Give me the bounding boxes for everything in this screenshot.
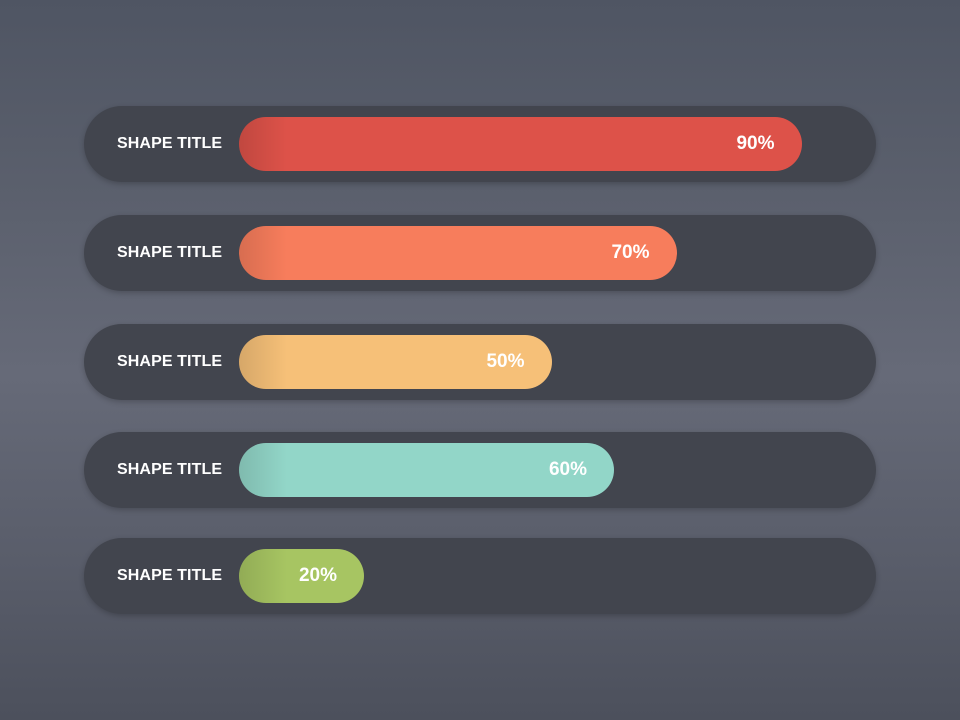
bar-row: SHAPE TITLE 20%	[84, 538, 876, 614]
bar-value-label: 50%	[486, 351, 525, 372]
category-label: SHAPE TITLE	[117, 135, 223, 152]
bar: 60%	[239, 443, 614, 497]
bar: 90%	[239, 117, 802, 171]
bar: 50%	[239, 335, 552, 389]
bar-value-label: 90%	[736, 133, 775, 154]
category-label: SHAPE TITLE	[117, 461, 223, 478]
bar-row: SHAPE TITLE 90%	[84, 106, 876, 182]
bar-row: SHAPE TITLE 70%	[84, 215, 876, 291]
bar: 70%	[239, 226, 677, 280]
category-label: SHAPE TITLE	[117, 353, 223, 370]
bar-value-label: 60%	[548, 459, 587, 480]
category-label: SHAPE TITLE	[117, 244, 223, 261]
bar-value-label: 20%	[298, 565, 337, 586]
category-label: SHAPE TITLE	[117, 567, 223, 584]
bar-row: SHAPE TITLE 60%	[84, 432, 876, 508]
bar-row: SHAPE TITLE 50%	[84, 324, 876, 400]
bar-value-label: 70%	[611, 242, 650, 263]
bar: 20%	[239, 549, 364, 603]
